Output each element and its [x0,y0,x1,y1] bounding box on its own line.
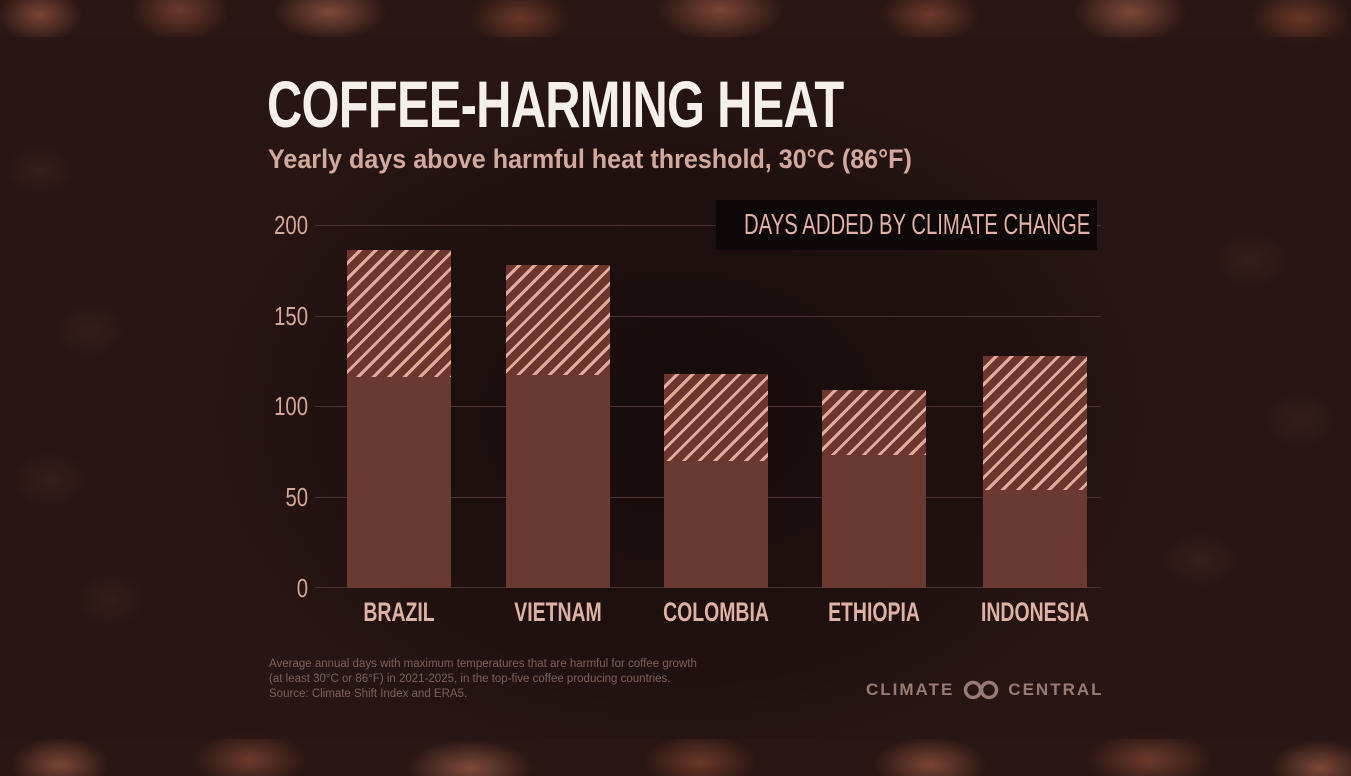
bar-segment-added [347,250,451,378]
bar-segment-added [664,373,768,461]
y-tick-label: 150 [274,301,308,331]
y-tick-label: 50 [285,482,308,512]
y-tick-label: 0 [296,573,308,603]
climate-central-brand: CLIMATE CENTRAL [866,680,1104,700]
x-label-colombia: COLOMBIA [663,597,769,627]
footnote: Average annual days with maximum tempera… [269,657,789,702]
bar-ethiopia [822,389,926,588]
bar-segment-base [664,460,768,588]
chart-subtitle: Yearly days above harmful heat threshold… [268,144,912,174]
y-tick-label: 100 [274,391,308,421]
gridline-200 [315,225,1101,226]
gridline-150 [315,316,1101,317]
bar-indonesia [983,355,1087,588]
chart-title: COFFEE-HARMING HEAT [267,67,844,141]
footnote-line: (at least 30°C or 86°F) in 2021-2025, in… [269,673,671,685]
brand-text-left: CLIMATE [866,680,955,699]
bar-vietnam [506,264,610,588]
x-label-indonesia: INDONESIA [980,597,1090,627]
bar-segment-base [983,489,1087,588]
legend-label: DAYS ADDED BY CLIMATE CHANGE [744,208,1091,241]
x-label-ethiopia: ETHIOPIA [828,597,920,627]
bar-segment-base [347,377,451,588]
bar-segment-base [822,455,926,588]
x-label-vietnam: VIETNAM [514,597,602,627]
gridline-0 [315,587,1101,588]
y-tick-label: 200 [274,210,308,240]
bar-segment-added [506,264,610,376]
bar-segment-added [983,355,1087,490]
legend: DAYS ADDED BY CLIMATE CHANGE [716,200,1097,250]
source-line: Source: Climate Shift Index and ERA5. [269,688,468,700]
bar-segment-added [822,389,926,456]
footnote-line: Average annual days with maximum tempera… [269,658,697,670]
brand-text-right: CENTRAL [1008,680,1104,699]
bar-brazil [347,250,451,588]
climate-central-logo-icon [962,680,1000,700]
bar-segment-base [506,375,610,588]
x-label-brazil: BRAZIL [363,597,435,627]
bar-colombia [664,373,768,588]
